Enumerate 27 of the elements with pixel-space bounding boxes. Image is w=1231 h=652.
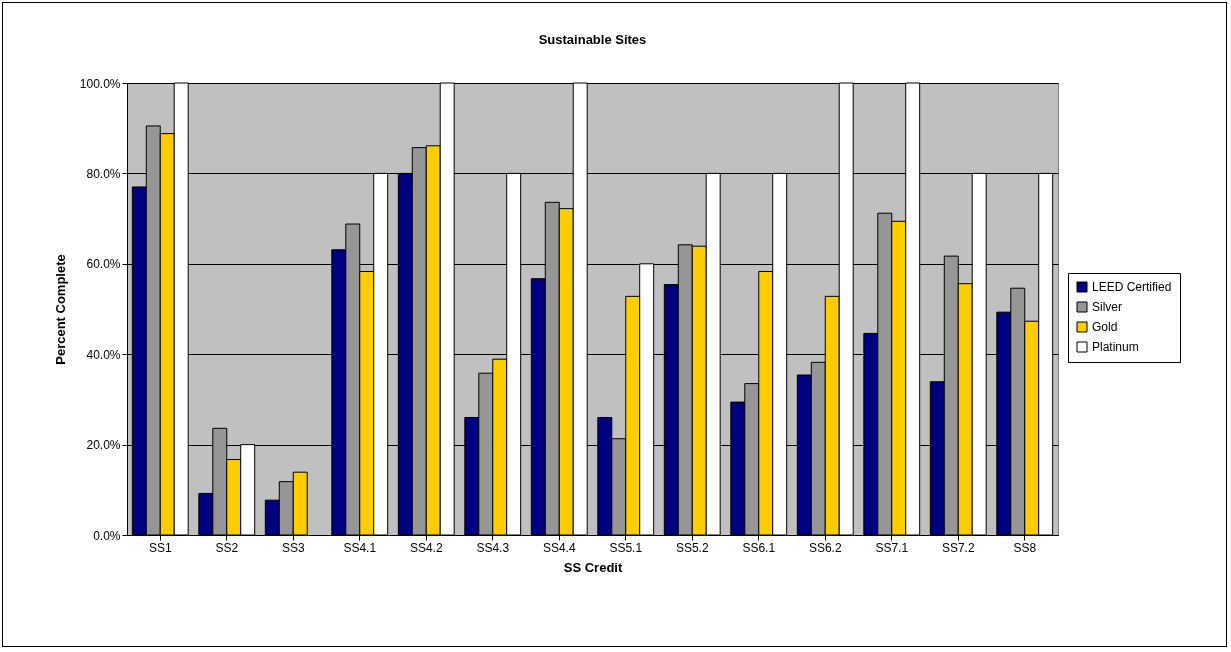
legend-label: Silver (1092, 300, 1123, 314)
chart-title: Sustainable Sites (538, 32, 647, 47)
x-tick-label: SS4.3 (476, 540, 510, 555)
x-tick-label: SS6.1 (742, 540, 776, 555)
x-tick-label: SS7.2 (941, 540, 975, 555)
y-tick-label: 100.0% (79, 76, 121, 91)
y-tick-label: 40.0% (86, 347, 121, 362)
y-tick-label: 20.0% (86, 438, 121, 453)
x-tick-label: SS5.1 (609, 540, 643, 555)
legend-label: LEED Certified (1092, 280, 1172, 294)
x-tick-label: SS1 (148, 540, 172, 555)
y-axis-title: Percent Complete (52, 254, 68, 365)
x-tick-label: SS5.2 (675, 540, 709, 555)
x-tick-label: SS4.1 (343, 540, 377, 555)
x-tick-label: SS2 (215, 540, 239, 555)
x-tick-label: SS4.2 (409, 540, 443, 555)
x-axis-title: SS Credit (563, 559, 623, 575)
legend-label: Platinum (1092, 340, 1139, 354)
x-tick-label: SS6.2 (808, 540, 842, 555)
x-tick-label: SS7.1 (875, 540, 909, 555)
legend-label: Gold (1092, 320, 1118, 334)
x-tick-label: SS8 (1013, 540, 1037, 555)
x-tick-label: SS3 (281, 540, 305, 555)
y-tick-label: 0.0% (93, 528, 121, 543)
x-tick-label: SS4.4 (542, 540, 576, 555)
y-tick-label: 60.0% (86, 257, 121, 272)
y-tick-label: 80.0% (86, 166, 121, 181)
